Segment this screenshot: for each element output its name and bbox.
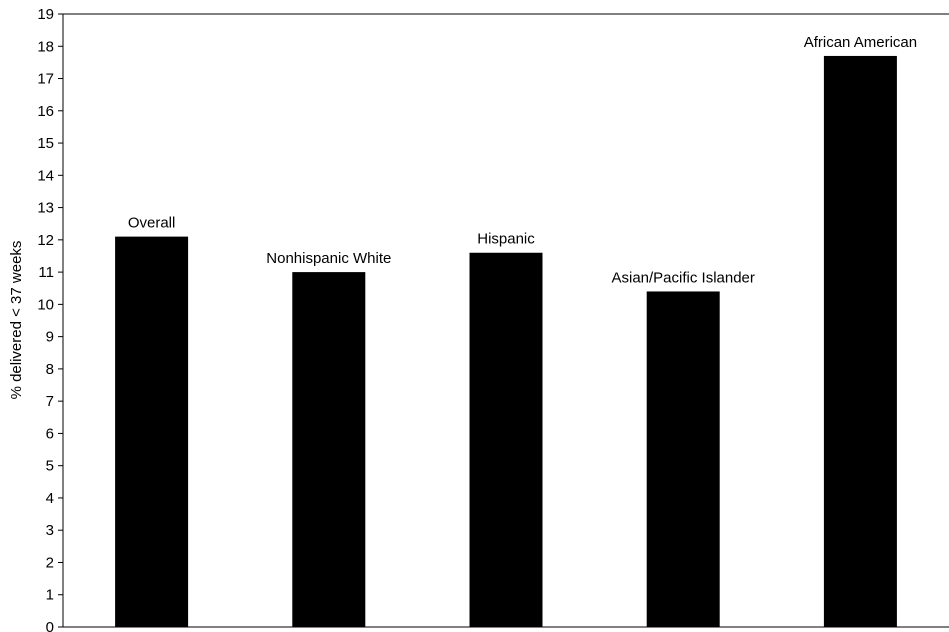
y-tick-label: 12 [37, 232, 54, 249]
y-tick-label: 16 [37, 103, 54, 120]
bar-labels: Overall Nonhispanic White Hispanic Asian/Pa… [128, 34, 917, 287]
y-tick-label: 7 [46, 393, 54, 410]
y-tick-label: 6 [46, 425, 54, 442]
y-tick-label: 3 [46, 522, 54, 539]
bar-nonhispanic-white [292, 272, 366, 627]
y-tick-label: 9 [46, 329, 54, 346]
y-tick-label: 17 [37, 71, 54, 88]
bar-label: Hispanic [477, 231, 535, 248]
bar-label: African American [804, 34, 917, 51]
y-tick-label: 10 [37, 296, 54, 313]
bar-label: Nonhispanic White [266, 250, 391, 267]
bar-label: Asian/Pacific Islander [611, 269, 754, 286]
y-tick-label: 15 [37, 135, 54, 152]
y-tick-label: 5 [46, 458, 54, 475]
y-tick-label: 0 [46, 619, 54, 632]
y-tick-label: 4 [46, 490, 54, 507]
y-axis-title: % delivered < 37 weeks [8, 241, 25, 400]
y-tick-label: 14 [37, 167, 54, 184]
bar-hispanic [469, 252, 543, 627]
bar-label: Overall [128, 215, 176, 232]
y-tick-label: 18 [37, 38, 54, 55]
bar-asian-pacific-islander [646, 291, 720, 627]
y-tick-label: 13 [37, 200, 54, 217]
bar-african-american [823, 55, 897, 628]
bars [115, 55, 897, 628]
y-tick-label: 1 [46, 587, 54, 604]
y-tick-label: 2 [46, 554, 54, 571]
y-tick-label: 8 [46, 361, 54, 378]
y-tick-label: 19 [37, 6, 54, 23]
bar-overall [115, 236, 189, 627]
y-tick-label: 11 [38, 264, 54, 281]
